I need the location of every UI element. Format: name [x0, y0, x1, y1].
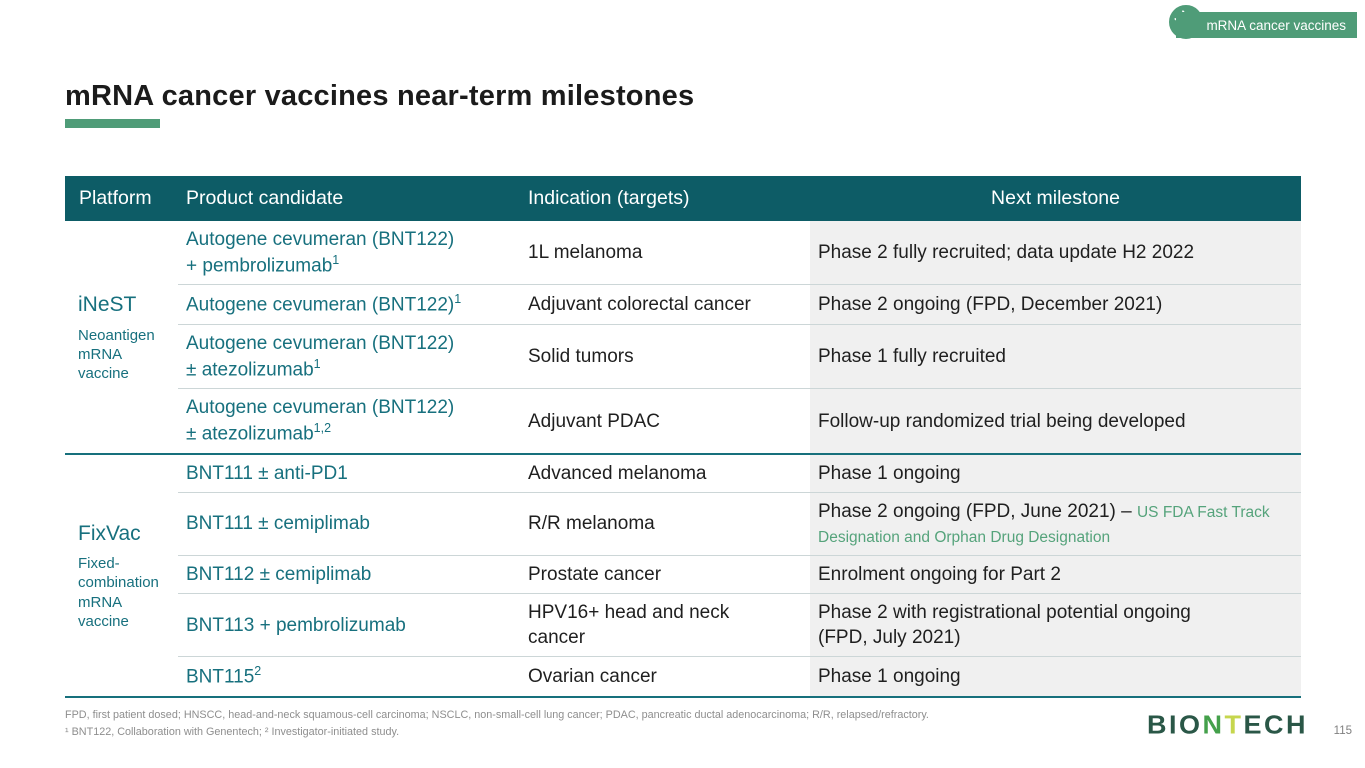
- milestone-cell: Phase 2 with registrational potential on…: [810, 593, 1301, 657]
- product-cell: Autogene cevumeran (BNT122)1: [178, 284, 520, 325]
- milestone-cell: Phase 1 ongoing: [810, 452, 1301, 493]
- platform-subtitle: Neoantigen mRNA vaccine: [78, 326, 155, 382]
- milestone-cell: Phase 2 fully recruited; data update H2 …: [810, 221, 1301, 285]
- milestone-text: Phase 2 with registrational potential on…: [818, 602, 1191, 649]
- footnote-marker: 1,2: [313, 421, 332, 436]
- product-cell: Autogene cevumeran (BNT122) + pembrolizu…: [178, 221, 520, 285]
- table-row: Autogene cevumeran (BNT122)1 Adjuvant co…: [65, 284, 1301, 325]
- product-name: BNT111 ± cemiplimab: [186, 513, 370, 535]
- product-cell: BNT1152: [178, 656, 520, 697]
- table-row: Autogene cevumeran (BNT122) ± atezolizum…: [65, 323, 1301, 389]
- indication-cell: Adjuvant PDAC: [520, 388, 810, 454]
- footnote-marker: 1: [313, 356, 321, 371]
- logo-text: BIO: [1146, 710, 1203, 740]
- product-name: BNT112 ± cemiplimab: [186, 564, 372, 586]
- fda-designation-note: US FDA Fast Track Designation and Orphan…: [818, 503, 1270, 547]
- page-number: 115: [1333, 725, 1352, 737]
- table-row: iNeST Neoantigen mRNA vaccine Autogene c…: [65, 221, 1301, 382]
- header-product-candidate: Product candidate: [178, 176, 520, 221]
- badge-label: mRNA cancer vaccines: [1206, 17, 1346, 33]
- footnote-marker: 2: [254, 664, 262, 679]
- table-row: FixVac Fixed-combination mRNA vaccine BN…: [65, 452, 1301, 697]
- product-cell: BNT112 ± cemiplimab: [178, 555, 520, 594]
- slide-section-badge: mRNA cancer vaccines: [1176, 12, 1357, 38]
- milestone-cell: Phase 2 ongoing (FPD, December 2021): [810, 284, 1301, 325]
- platform-cell-fixvac: FixVac Fixed-combination mRNA vaccine: [65, 452, 178, 697]
- product-name: BNT111 ± anti-PD1: [186, 462, 348, 484]
- header-platform: Platform: [65, 176, 178, 221]
- product-name: Autogene cevumeran (BNT122) ± atezolizum…: [186, 332, 455, 381]
- milestones-table: Platform Product candidate Indication (t…: [65, 176, 1301, 698]
- milestone-cell: Phase 2 ongoing (FPD, June 2021) – US FD…: [810, 491, 1301, 556]
- indication-cell: 1L melanoma: [528, 242, 643, 264]
- footnote-marker: 1: [454, 292, 462, 307]
- product-cell: Autogene cevumeran (BNT122) ± atezolizum…: [178, 323, 520, 389]
- table-row: BNT111 ± cemiplimab R/R melanoma Phase 2…: [65, 491, 1301, 556]
- milestone-text: Phase 2 ongoing (FPD, December 2021): [818, 294, 1163, 316]
- footnote-abbreviations: FPD, first patient dosed; HNSCC, head-an…: [65, 709, 929, 721]
- product-name: Autogene cevumeran (BNT122) ± atezolizum…: [186, 397, 455, 445]
- product-name: BNT115: [186, 666, 255, 688]
- product-name: BNT113 + pembrolizumab: [186, 614, 406, 636]
- logo-text: T: [1224, 710, 1244, 740]
- indication-cell: Adjuvant colorectal cancer: [520, 284, 810, 325]
- logo-text: ECH: [1243, 710, 1308, 740]
- platform-name: iNeST: [78, 292, 137, 316]
- milestone-cell: Enrolment ongoing for Part 2: [810, 555, 1301, 594]
- table-row: Autogene cevumeran (BNT122) ± atezolizum…: [65, 388, 1301, 454]
- milestone-text: Phase 2 ongoing (FPD, June 2021) –: [818, 500, 1137, 522]
- product-cell: BNT111 ± anti-PD1: [178, 452, 520, 493]
- table-row: BNT113 + pembrolizumab HPV16+ head and n…: [65, 593, 1301, 657]
- milestone-cell: Follow-up randomized trial being develop…: [810, 388, 1301, 454]
- indication-cell: Solid tumors: [520, 323, 810, 389]
- platform-cell-inest: iNeST Neoantigen mRNA vaccine: [65, 221, 178, 454]
- footnote-marker: 1: [332, 253, 340, 268]
- milestone-text: Phase 1 ongoing: [818, 665, 961, 687]
- indication-cell: R/R melanoma: [520, 491, 810, 556]
- product-cell: BNT113 + pembrolizumab: [178, 593, 520, 657]
- product-name: Autogene cevumeran (BNT122) + pembrolizu…: [186, 229, 455, 277]
- milestone-text: Phase 1 fully recruited: [818, 346, 1006, 368]
- indication-cell: Ovarian cancer: [520, 656, 810, 697]
- footnote-references: ¹ BNT122, Collaboration with Genentech; …: [65, 725, 400, 738]
- header-next-milestone: Next milestone: [810, 176, 1301, 221]
- product-name: Autogene cevumeran (BNT122): [186, 294, 455, 316]
- milestone-cell: Phase 1 ongoing: [810, 656, 1301, 697]
- indication-cell: Advanced melanoma: [520, 452, 810, 493]
- logo-text: N: [1202, 710, 1225, 740]
- milestone-text: Enrolment ongoing for Part 2: [818, 564, 1061, 586]
- milestone-cell: Phase 1 fully recruited: [810, 323, 1301, 389]
- biontech-logo: BIONTECH: [1147, 711, 1308, 741]
- indication-cell: HPV16+ head and neck cancer: [520, 593, 810, 657]
- table-row: BNT1152 Ovarian cancer Phase 1 ongoing: [65, 656, 1301, 697]
- product-cell: Autogene cevumeran (BNT122) ± atezolizum…: [178, 388, 520, 454]
- table-row: BNT112 ± cemiplimab Prostate cancer Enro…: [65, 555, 1301, 594]
- header-indication: Indication (targets): [520, 176, 810, 221]
- milestone-text: Phase 1 ongoing: [818, 462, 961, 484]
- platform-subtitle: Fixed-combination mRNA vaccine: [78, 555, 159, 630]
- platform-name: FixVac: [78, 521, 141, 545]
- indication-cell: Prostate cancer: [520, 555, 810, 594]
- milestone-text: Phase 2 fully recruited; data update H2 …: [818, 242, 1195, 264]
- product-cell: BNT111 ± cemiplimab: [178, 491, 520, 556]
- table-header-row: Platform Product candidate Indication (t…: [65, 176, 1301, 221]
- title-accent-bar: [65, 119, 160, 128]
- footnotes: FPD, first patient dosed; HNSCC, head-an…: [65, 707, 929, 740]
- milestone-text: Follow-up randomized trial being develop…: [818, 410, 1186, 432]
- page-title: mRNA cancer vaccines near-term milestone…: [65, 80, 695, 112]
